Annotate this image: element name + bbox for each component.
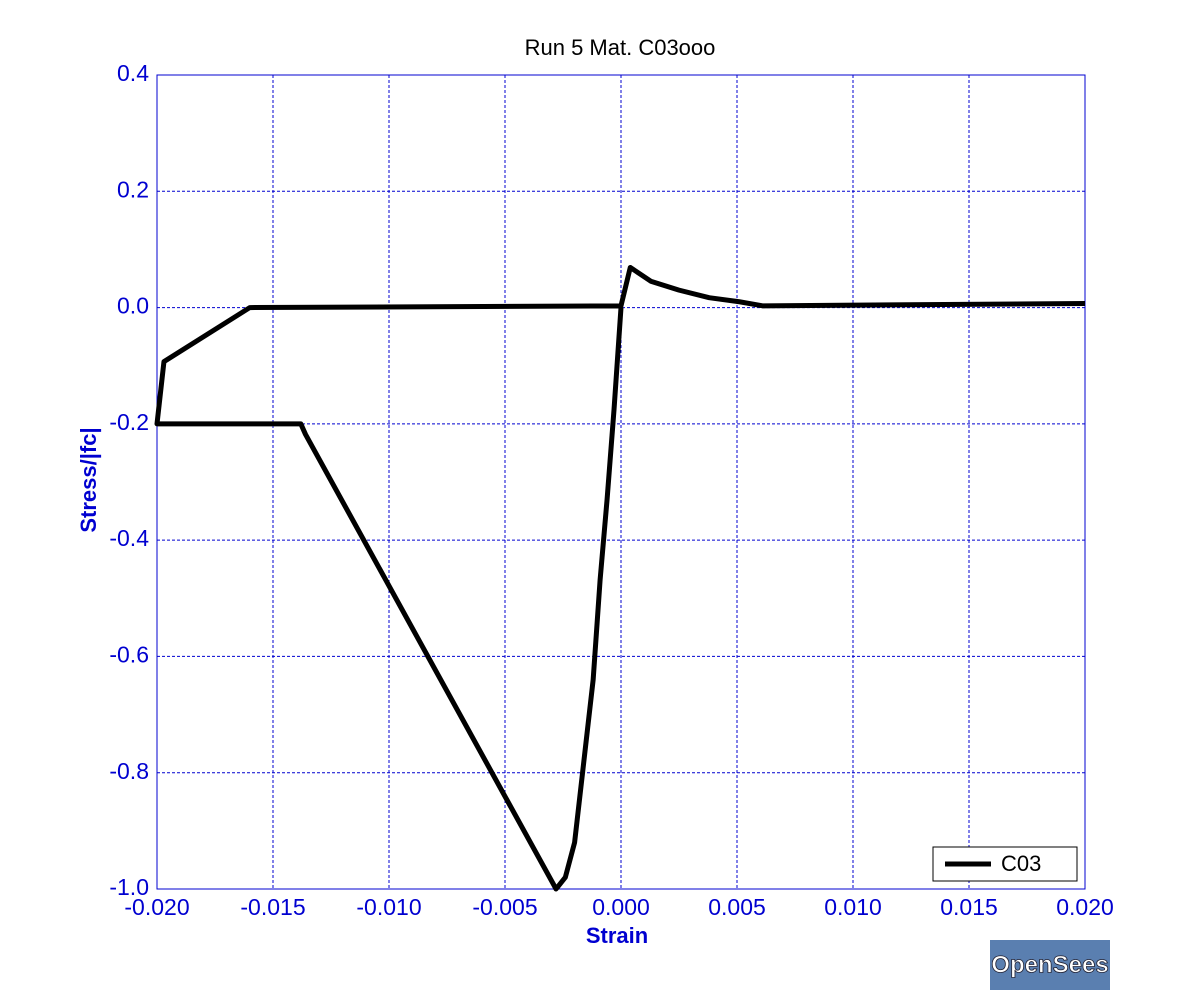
y-tick-label: -0.2 bbox=[109, 409, 149, 435]
plot-frame bbox=[156, 74, 1086, 890]
x-tick-label: 0.010 bbox=[824, 894, 882, 920]
y-tick-label: -0.6 bbox=[109, 642, 149, 668]
logo-box bbox=[990, 940, 1110, 990]
y-tick-label: 0.2 bbox=[117, 176, 149, 202]
x-tick-label: 0.000 bbox=[592, 894, 650, 920]
x-axis-label: Strain bbox=[586, 923, 648, 948]
x-tick-label: 0.020 bbox=[1056, 894, 1114, 920]
chart-title: Run 5 Mat. C03ooo bbox=[525, 35, 716, 60]
logo: OpenSees bbox=[991, 951, 1108, 978]
y-tick-label: -0.4 bbox=[109, 525, 149, 551]
x-tick-label: -0.015 bbox=[240, 894, 305, 920]
x-tick-label: -0.010 bbox=[356, 894, 421, 920]
y-tick-label: -0.8 bbox=[109, 758, 149, 784]
x-tick-label: -0.020 bbox=[124, 894, 189, 920]
legend-label: C03 bbox=[1001, 851, 1041, 876]
data-line bbox=[154, 264, 1086, 892]
x-tick-label: 0.005 bbox=[708, 894, 766, 920]
y-axis-label: Stress/|fc| bbox=[76, 427, 101, 532]
y-tick-label: 0.0 bbox=[117, 293, 149, 319]
x-tick-label: -0.005 bbox=[472, 894, 537, 920]
y-tick-label: -1.0 bbox=[109, 874, 149, 900]
y-tick-label: 0.4 bbox=[117, 60, 149, 86]
x-tick-label: 0.015 bbox=[940, 894, 998, 920]
